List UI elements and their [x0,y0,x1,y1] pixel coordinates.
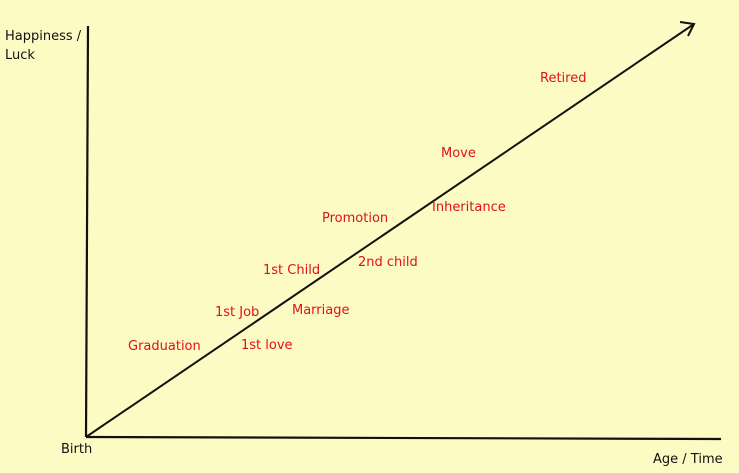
x-axis-label: Age / Time [653,452,723,467]
event-label: 1st Job [215,305,260,320]
y-axis-label-line2: Luck [5,48,35,63]
event-label: 1st Child [263,263,321,278]
trend-arrow-line [85,23,695,438]
event-label: Inheritance [432,200,506,215]
event-label: Graduation [128,339,201,354]
event-label: Promotion [322,211,389,226]
event-label: 1st love [241,338,293,353]
event-label: Marriage [292,303,350,318]
event-label: 2nd child [358,255,418,270]
event-label: Retired [540,71,587,86]
event-label: Move [441,146,476,161]
origin-label: Birth [61,442,93,457]
y-axis-line [84,25,90,438]
arrow-head [679,21,696,37]
y-axis-label-line1: Happiness / [5,29,82,44]
x-axis-line [85,435,722,441]
